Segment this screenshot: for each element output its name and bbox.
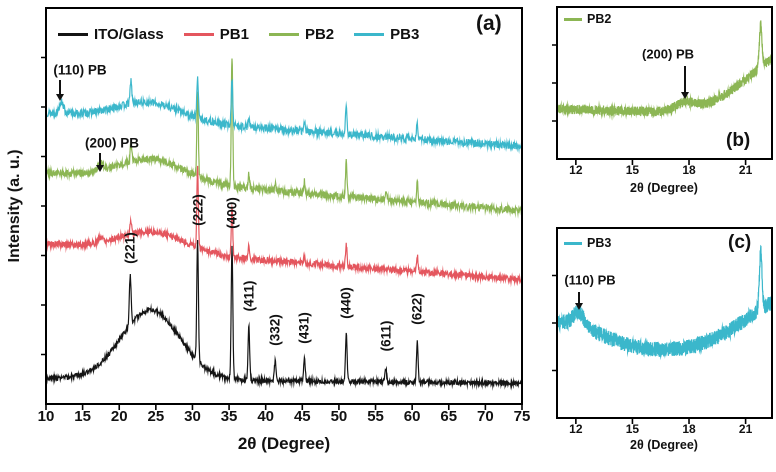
peak-label-622: (622): [409, 293, 425, 325]
annotation-arrow-110-icon: [55, 80, 64, 101]
legend-label: PB2: [304, 26, 335, 43]
legend-b: PB2: [564, 12, 611, 26]
xrd-chart-b: [540, 0, 776, 210]
xrd-chart-a: [0, 0, 540, 472]
x-tick-label: 55: [367, 408, 384, 425]
legend-label: PB3: [390, 26, 420, 43]
x-tick-label: 50: [330, 408, 348, 425]
panel-c: 12 15 18 21 PB3 (c) (110) PB 2θ (Degree): [540, 218, 776, 472]
legend-c: PB3: [564, 236, 611, 250]
legend-swatch-icon: [564, 17, 582, 21]
legend-item-pb3: PB3: [354, 26, 419, 43]
panel-a: 10 15 20 25 30 35 40 45 50 55 60 65 70 75 ITO/Glass PB…: [0, 0, 540, 472]
x-axis-label-b: 2θ (Degree): [630, 181, 698, 195]
peak-label-611: (611): [378, 320, 394, 352]
legend-label: ITO/Glass: [94, 26, 164, 43]
annotation-110-pb-c: (110) PB: [564, 272, 616, 288]
legend-label: PB2: [587, 12, 612, 26]
annotation-arrow-200-icon: [95, 153, 104, 172]
peak-label-431: (431): [296, 312, 312, 344]
legend-swatch-icon: [354, 33, 385, 36]
x-tick-label: 70: [477, 408, 494, 425]
legend-swatch-icon: [58, 33, 88, 36]
annotation-arrow-110-c-icon: [574, 292, 583, 310]
x-tick-label: 30: [184, 408, 201, 425]
x-tick-label: 10: [37, 408, 55, 425]
legend-label: PB1: [219, 26, 249, 43]
x-tick-label: 75: [513, 408, 531, 425]
legend-a: ITO/Glass PB1 PB2 PB3: [58, 26, 439, 43]
x-tick-label: 15: [625, 422, 640, 436]
x-tick-label: 15: [74, 408, 91, 425]
peak-label-440: (440): [338, 287, 354, 319]
x-tick-label: 15: [625, 163, 640, 177]
peak-label-332: (332): [267, 314, 283, 346]
legend-item-pb2: PB2: [268, 26, 335, 43]
x-tick-label: 40: [257, 408, 275, 425]
panel-label-c: (c): [728, 232, 752, 253]
x-tick-label: 45: [293, 408, 311, 425]
x-tick-label: 18: [682, 163, 696, 177]
annotation-110-pb: (110) PB: [53, 62, 107, 78]
x-axis-label-c: 2θ (Degree): [630, 438, 698, 452]
x-tick-label: 21: [738, 163, 753, 177]
x-tick-label: 12: [569, 422, 583, 436]
x-tick-label: 12: [569, 163, 583, 177]
panel-label-b: (b): [726, 130, 751, 151]
legend-item-pb3: PB3: [564, 236, 611, 250]
peak-label-411: (411): [241, 280, 257, 312]
peak-label-222: (222): [190, 194, 206, 226]
legend-label: PB3: [587, 236, 612, 250]
x-tick-label: 21: [738, 422, 753, 436]
legend-item-pb2: PB2: [564, 12, 611, 26]
y-axis-label-a: Intensity (a. u.): [6, 149, 23, 263]
legend-swatch-icon: [183, 33, 214, 36]
x-axis-label-a: 2θ (Degree): [237, 434, 331, 453]
legend-item-pb1: PB1: [183, 26, 249, 43]
annotation-200-pb-b: (200) PB: [641, 46, 695, 62]
panel-label-a: (a): [476, 12, 502, 35]
legend-swatch-icon: [564, 241, 582, 245]
panel-b: 12 15 18 21 PB2 (b) (200) PB 2θ (Degree): [540, 0, 776, 210]
legend-item-ito-glass: ITO/Glass: [58, 26, 164, 43]
x-tick-label: 65: [440, 408, 458, 425]
xrd-chart-c: [540, 218, 776, 472]
legend-swatch-icon: [268, 33, 299, 36]
peak-label-400: (400): [224, 197, 240, 229]
x-tick-label: 35: [220, 408, 238, 425]
annotation-200-pb: (200) PB: [84, 135, 140, 151]
x-tick-label: 25: [147, 408, 165, 425]
peak-label-221: (221): [122, 232, 138, 264]
annotation-arrow-200-b-icon: [680, 66, 689, 99]
x-tick-label: 20: [110, 408, 128, 425]
x-tick-label: 18: [682, 422, 696, 436]
x-tick-label: 60: [403, 408, 421, 425]
